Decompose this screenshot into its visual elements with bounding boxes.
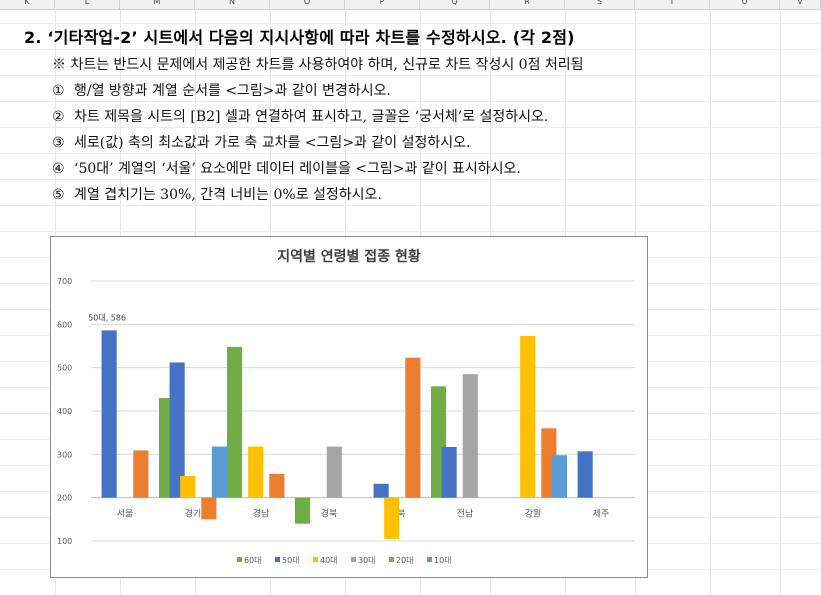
chart-canvas: 지역별 연령별 접종 현황 100 200 300 400 500 600 700 서울 경기 경남… xyxy=(57,248,635,565)
x-tick-label: 제주 xyxy=(593,509,610,520)
x-tick-label: 경남 xyxy=(253,508,270,520)
instruction-text: ‘50대’ 계열의 ‘서울’ 요소에만 데이터 레이블을 <그림>과 같이 표시… xyxy=(74,161,521,177)
bar-40대 xyxy=(520,336,536,498)
y-tick-label: 300 xyxy=(57,450,72,459)
y-tick-label: 500 xyxy=(57,364,72,373)
bar-50대 xyxy=(441,446,457,498)
question-title: 2. ‘기타작업-2’ 시트에서 다음의 지시사항에 따라 차트를 수정하시오.… xyxy=(24,28,575,47)
y-tick-label: 700 xyxy=(57,277,72,286)
instruction-text: 세로(값) 축의 최소값과 가로 축 교차를 <그림>과 같이 설정하시오. xyxy=(74,135,471,151)
column-header-p[interactable]: P xyxy=(345,0,420,9)
bar-50대 xyxy=(169,362,185,498)
y-tick-label: 600 xyxy=(57,320,72,329)
bar-20대 xyxy=(133,450,149,498)
legend-swatch xyxy=(351,557,356,562)
grid-hline xyxy=(0,49,821,50)
column-header-n[interactable]: N xyxy=(195,0,270,9)
instruction-text: 계열 겹치기는 30%, 간격 너비는 0%로 설정하시오. xyxy=(74,187,382,203)
legend-label: 40대 xyxy=(320,556,338,565)
instruction-mark: ⑤ xyxy=(52,187,65,203)
bar-60대 xyxy=(227,346,243,498)
legend-swatch xyxy=(275,557,280,562)
instruction-text: 차트 제목을 시트의 [B2] 셀과 연결하여 표시하고, 글꼴은 ‘궁서체’로… xyxy=(74,109,549,125)
legend-swatch xyxy=(313,557,318,562)
chart-object[interactable]: 지역별 연령별 접종 현황 100 200 300 400 500 600 700 서울 경기 경남… xyxy=(50,236,648,578)
grid-hline xyxy=(0,231,821,232)
x-tick-label: 경북 xyxy=(321,508,338,520)
bar-60대 xyxy=(295,497,311,524)
y-tick-label: 200 xyxy=(57,494,72,503)
legend-label: 10대 xyxy=(434,556,452,565)
bar-20대 xyxy=(269,473,285,498)
column-header-m[interactable]: M xyxy=(120,0,195,9)
instruction-5: ⑤ 계열 겹치기는 30%, 간격 너비는 0%로 설정하시오. xyxy=(52,184,382,204)
y-tick-label: 400 xyxy=(57,407,72,416)
bar-20대 xyxy=(405,357,421,498)
column-header-o[interactable]: O xyxy=(270,0,345,9)
chart-title: 지역별 연령별 접종 현황 xyxy=(277,248,421,265)
instruction-mark: ① xyxy=(52,83,65,99)
x-tick-label: 전남 xyxy=(457,509,474,520)
instruction-mark: ③ xyxy=(52,135,65,151)
bar-50대 xyxy=(101,330,117,498)
grid-hline xyxy=(0,179,821,180)
grid-hline xyxy=(0,75,821,76)
bar-50대 xyxy=(577,451,593,498)
instruction-2: ② 차트 제목을 시트의 [B2] 셀과 연결하여 표시하고, 글꼴은 ‘궁서체’… xyxy=(52,106,548,126)
x-tick-label: 경기 xyxy=(185,508,202,520)
instruction-text: 행/열 방향과 계열 순서를 <그림>과 같이 변경하시오. xyxy=(74,83,391,99)
column-header-q[interactable]: Q xyxy=(420,0,490,9)
bar-40대 xyxy=(248,446,264,498)
x-tick-label: 서울 xyxy=(117,509,134,520)
question-note: ※ 차트는 반드시 문제에서 제공한 차트를 사용하여야 하며, 신규로 차트 … xyxy=(52,57,584,73)
column-header-u[interactable]: U xyxy=(710,0,780,9)
instruction-mark: ② xyxy=(52,109,65,125)
grid-hline xyxy=(0,127,821,128)
column-header-r[interactable]: R xyxy=(490,0,565,9)
bar-10대 xyxy=(551,455,567,498)
bar-30대 xyxy=(326,446,342,498)
bar-30대 xyxy=(462,374,478,498)
bar-40대 xyxy=(384,497,400,539)
bar-40대 xyxy=(180,476,196,498)
column-header-s[interactable]: S xyxy=(565,0,635,9)
instruction-1: ① 행/열 방향과 계열 순서를 <그림>과 같이 변경하시오. xyxy=(52,80,391,100)
grid-hline xyxy=(0,101,821,102)
x-tick-label: 강원 xyxy=(525,509,542,520)
grid-vline xyxy=(710,9,711,595)
legend-swatch xyxy=(389,557,394,562)
legend-label: 60대 xyxy=(244,556,262,565)
instruction-3: ③ 세로(값) 축의 최소값과 가로 축 교차를 <그림>과 같이 설정하시오. xyxy=(52,132,470,152)
column-header-t[interactable]: T xyxy=(635,0,710,9)
legend-swatch xyxy=(427,557,432,562)
column-header-v[interactable]: V xyxy=(780,0,821,9)
legend-label: 30대 xyxy=(358,556,376,565)
legend-swatch xyxy=(237,557,242,562)
y-tick-label: 100 xyxy=(57,537,72,546)
column-header-l[interactable]: L xyxy=(55,0,120,9)
bar-50대 xyxy=(373,483,389,498)
grid-hline xyxy=(0,205,821,206)
bar-20대 xyxy=(201,497,217,520)
instruction-mark: ④ xyxy=(52,161,65,177)
legend-label: 50대 xyxy=(282,556,300,565)
grid-hline xyxy=(0,23,821,24)
grid-vline xyxy=(780,9,781,595)
instruction-4: ④ ‘50대’ 계열의 ‘서울’ 요소에만 데이터 레이블을 <그림>과 같이 표… xyxy=(52,158,521,178)
legend-label: 20대 xyxy=(396,556,414,565)
bar-10대 xyxy=(211,446,227,498)
column-header-k[interactable]: K xyxy=(0,0,55,9)
data-label: 50대, 586 xyxy=(88,313,126,322)
grid-hline xyxy=(0,153,821,154)
